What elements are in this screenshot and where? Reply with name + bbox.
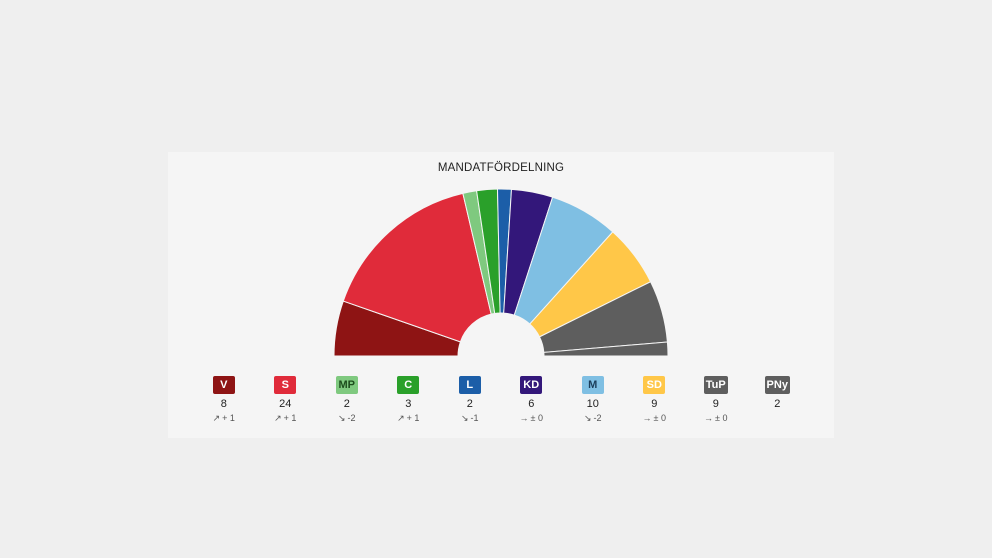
party-legend: V 8 ↗ + 1 S 24 ↗ + 1 MP 2 ↘ -2 C 3 ↗ + 1 L 2 ↘ -1 KD 6 → ± 0 M 10… [193,376,833,432]
party-change: → ± 0 [704,413,727,423]
party-badge: KD [520,376,543,394]
arrow-down-right-icon: ↘ [583,413,592,423]
legend-party-mp: MP 2 ↘ -2 [316,376,378,432]
chart-title: MANDATFÖRDELNING [437,162,565,174]
party-seats: 10 [586,398,599,410]
party-badge: MP [335,376,358,394]
party-seats: 2 [343,398,350,410]
arrow-right-icon: → [704,413,714,423]
arrow-up-right-icon: ↗ [212,413,221,423]
legend-party-tup: TuP 9 → ± 0 [685,376,747,432]
party-seats: 8 [220,398,227,410]
party-change: ↗ + 1 [213,413,235,423]
party-change-value: ± 0 [530,413,543,423]
party-badge: PNy [764,376,790,394]
party-badge: C [397,376,420,394]
arrow-right-icon: → [519,413,529,423]
party-badge: V [212,376,235,394]
hemicycle-segment-pny [543,341,669,357]
legend-party-s: S 24 ↗ + 1 [255,376,317,432]
party-badge: TuP [703,376,728,394]
arrow-down-right-icon: ↘ [460,413,469,423]
hemicycle-chart [333,188,669,357]
legend-party-v: V 8 ↗ + 1 [193,376,255,432]
party-seats: 2 [466,398,473,410]
party-seats: 9 [712,398,719,410]
party-change-value: -2 [347,413,356,423]
party-change: ↗ + 1 [397,413,419,423]
party-badge: S [274,376,297,394]
party-seats: 3 [405,398,412,410]
party-seats: 2 [774,398,781,410]
party-badge: L [458,376,481,394]
party-change: ↘ -2 [338,413,356,423]
legend-party-pny: PNy 2 [747,376,809,432]
party-change-value: + 1 [222,413,235,423]
party-change-value: -2 [593,413,602,423]
party-badge: SD [643,376,666,394]
party-change: → ± 0 [643,413,666,423]
party-change: ↘ -1 [461,413,479,423]
arrow-right-icon: → [642,413,652,423]
arrow-down-right-icon: ↘ [337,413,346,423]
legend-party-m: M 10 ↘ -2 [562,376,624,432]
legend-party-sd: SD 9 → ± 0 [624,376,686,432]
legend-party-c: C 3 ↗ + 1 [378,376,440,432]
chart-card: MANDATFÖRDELNING V 8 ↗ + 1 S 24 ↗ + 1 MP 2 ↘ -2 C 3 ↗ +… [168,152,834,438]
party-change: ↗ + 1 [274,413,296,423]
party-change-value: ± 0 [715,413,728,423]
hemicycle-segment-s [342,192,492,343]
legend-party-kd: KD 6 → ± 0 [501,376,563,432]
legend-party-l: L 2 ↘ -1 [439,376,501,432]
party-badge: M [581,376,604,394]
party-seats: 9 [651,398,658,410]
party-seats: 24 [279,398,292,410]
party-change-value: + 1 [283,413,297,423]
arrow-up-right-icon: ↗ [397,413,405,423]
party-change-value: ± 0 [653,413,666,423]
party-change: ↘ -2 [584,413,602,423]
party-change: → ± 0 [520,413,543,423]
party-seats: 6 [528,398,535,410]
arrow-up-right-icon: ↗ [274,413,282,423]
party-change-value: -1 [470,413,479,423]
party-change-value: + 1 [406,413,420,423]
